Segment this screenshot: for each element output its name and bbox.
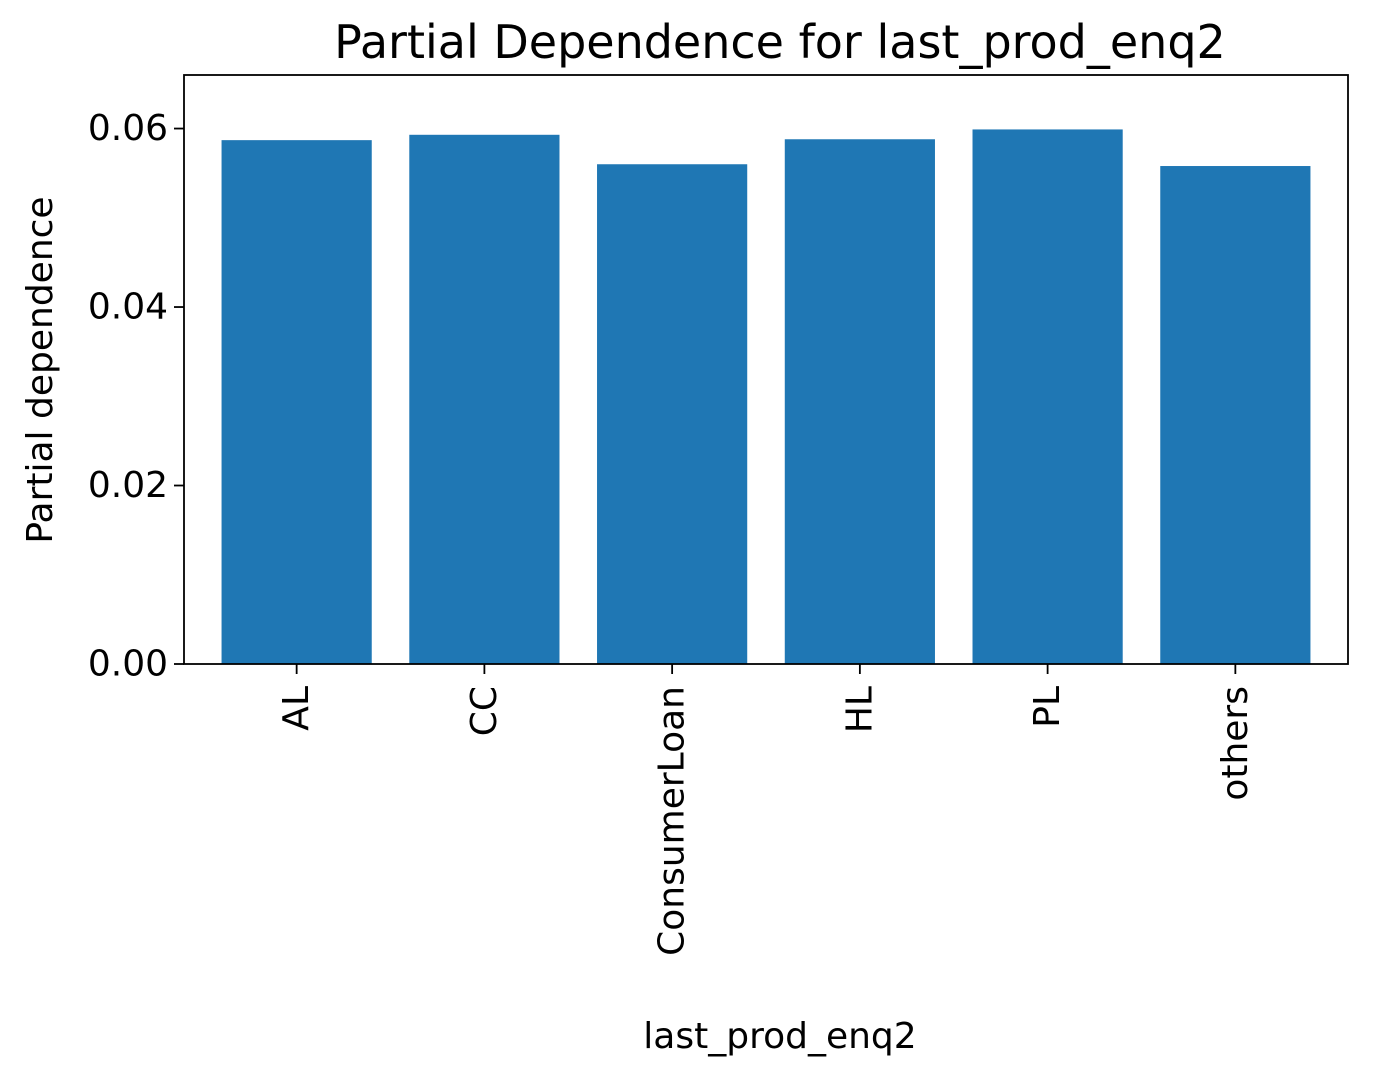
bar-HL: [784, 139, 935, 665]
x-tick-label-others: others: [1215, 686, 1256, 801]
bar-ConsumerLoan: [597, 164, 748, 664]
x-tick-label-PL: PL: [1027, 686, 1068, 728]
x-axis-label: last_prod_enq2: [643, 1016, 916, 1057]
bar-PL: [972, 129, 1123, 665]
y-axis-label: Partial dependence: [20, 196, 61, 543]
x-tick-label-CC: CC: [464, 686, 505, 736]
plot-frame: [183, 74, 1349, 665]
y-tick-label-1: 0.02: [88, 465, 168, 506]
y-axis-ticks: 0.00 0.02 0.04 0.06: [88, 108, 184, 685]
x-axis-ticks: AL CC ConsumerLoan HL PL others: [276, 664, 1256, 956]
x-tick-label-ConsumerLoan: ConsumerLoan: [652, 686, 693, 956]
y-tick-label-0: 0.00: [88, 644, 168, 685]
bar-others: [1160, 166, 1311, 664]
chart-title: Partial Dependence for last_prod_enq2: [334, 15, 1226, 69]
y-tick-label-2: 0.04: [88, 287, 168, 328]
bar-AL: [221, 140, 372, 664]
y-tick-label-3: 0.06: [88, 108, 168, 149]
x-tick-label-HL: HL: [839, 686, 880, 733]
bar-CC: [409, 134, 560, 664]
x-tick-label-AL: AL: [276, 686, 317, 731]
bars-group: [221, 129, 1311, 665]
